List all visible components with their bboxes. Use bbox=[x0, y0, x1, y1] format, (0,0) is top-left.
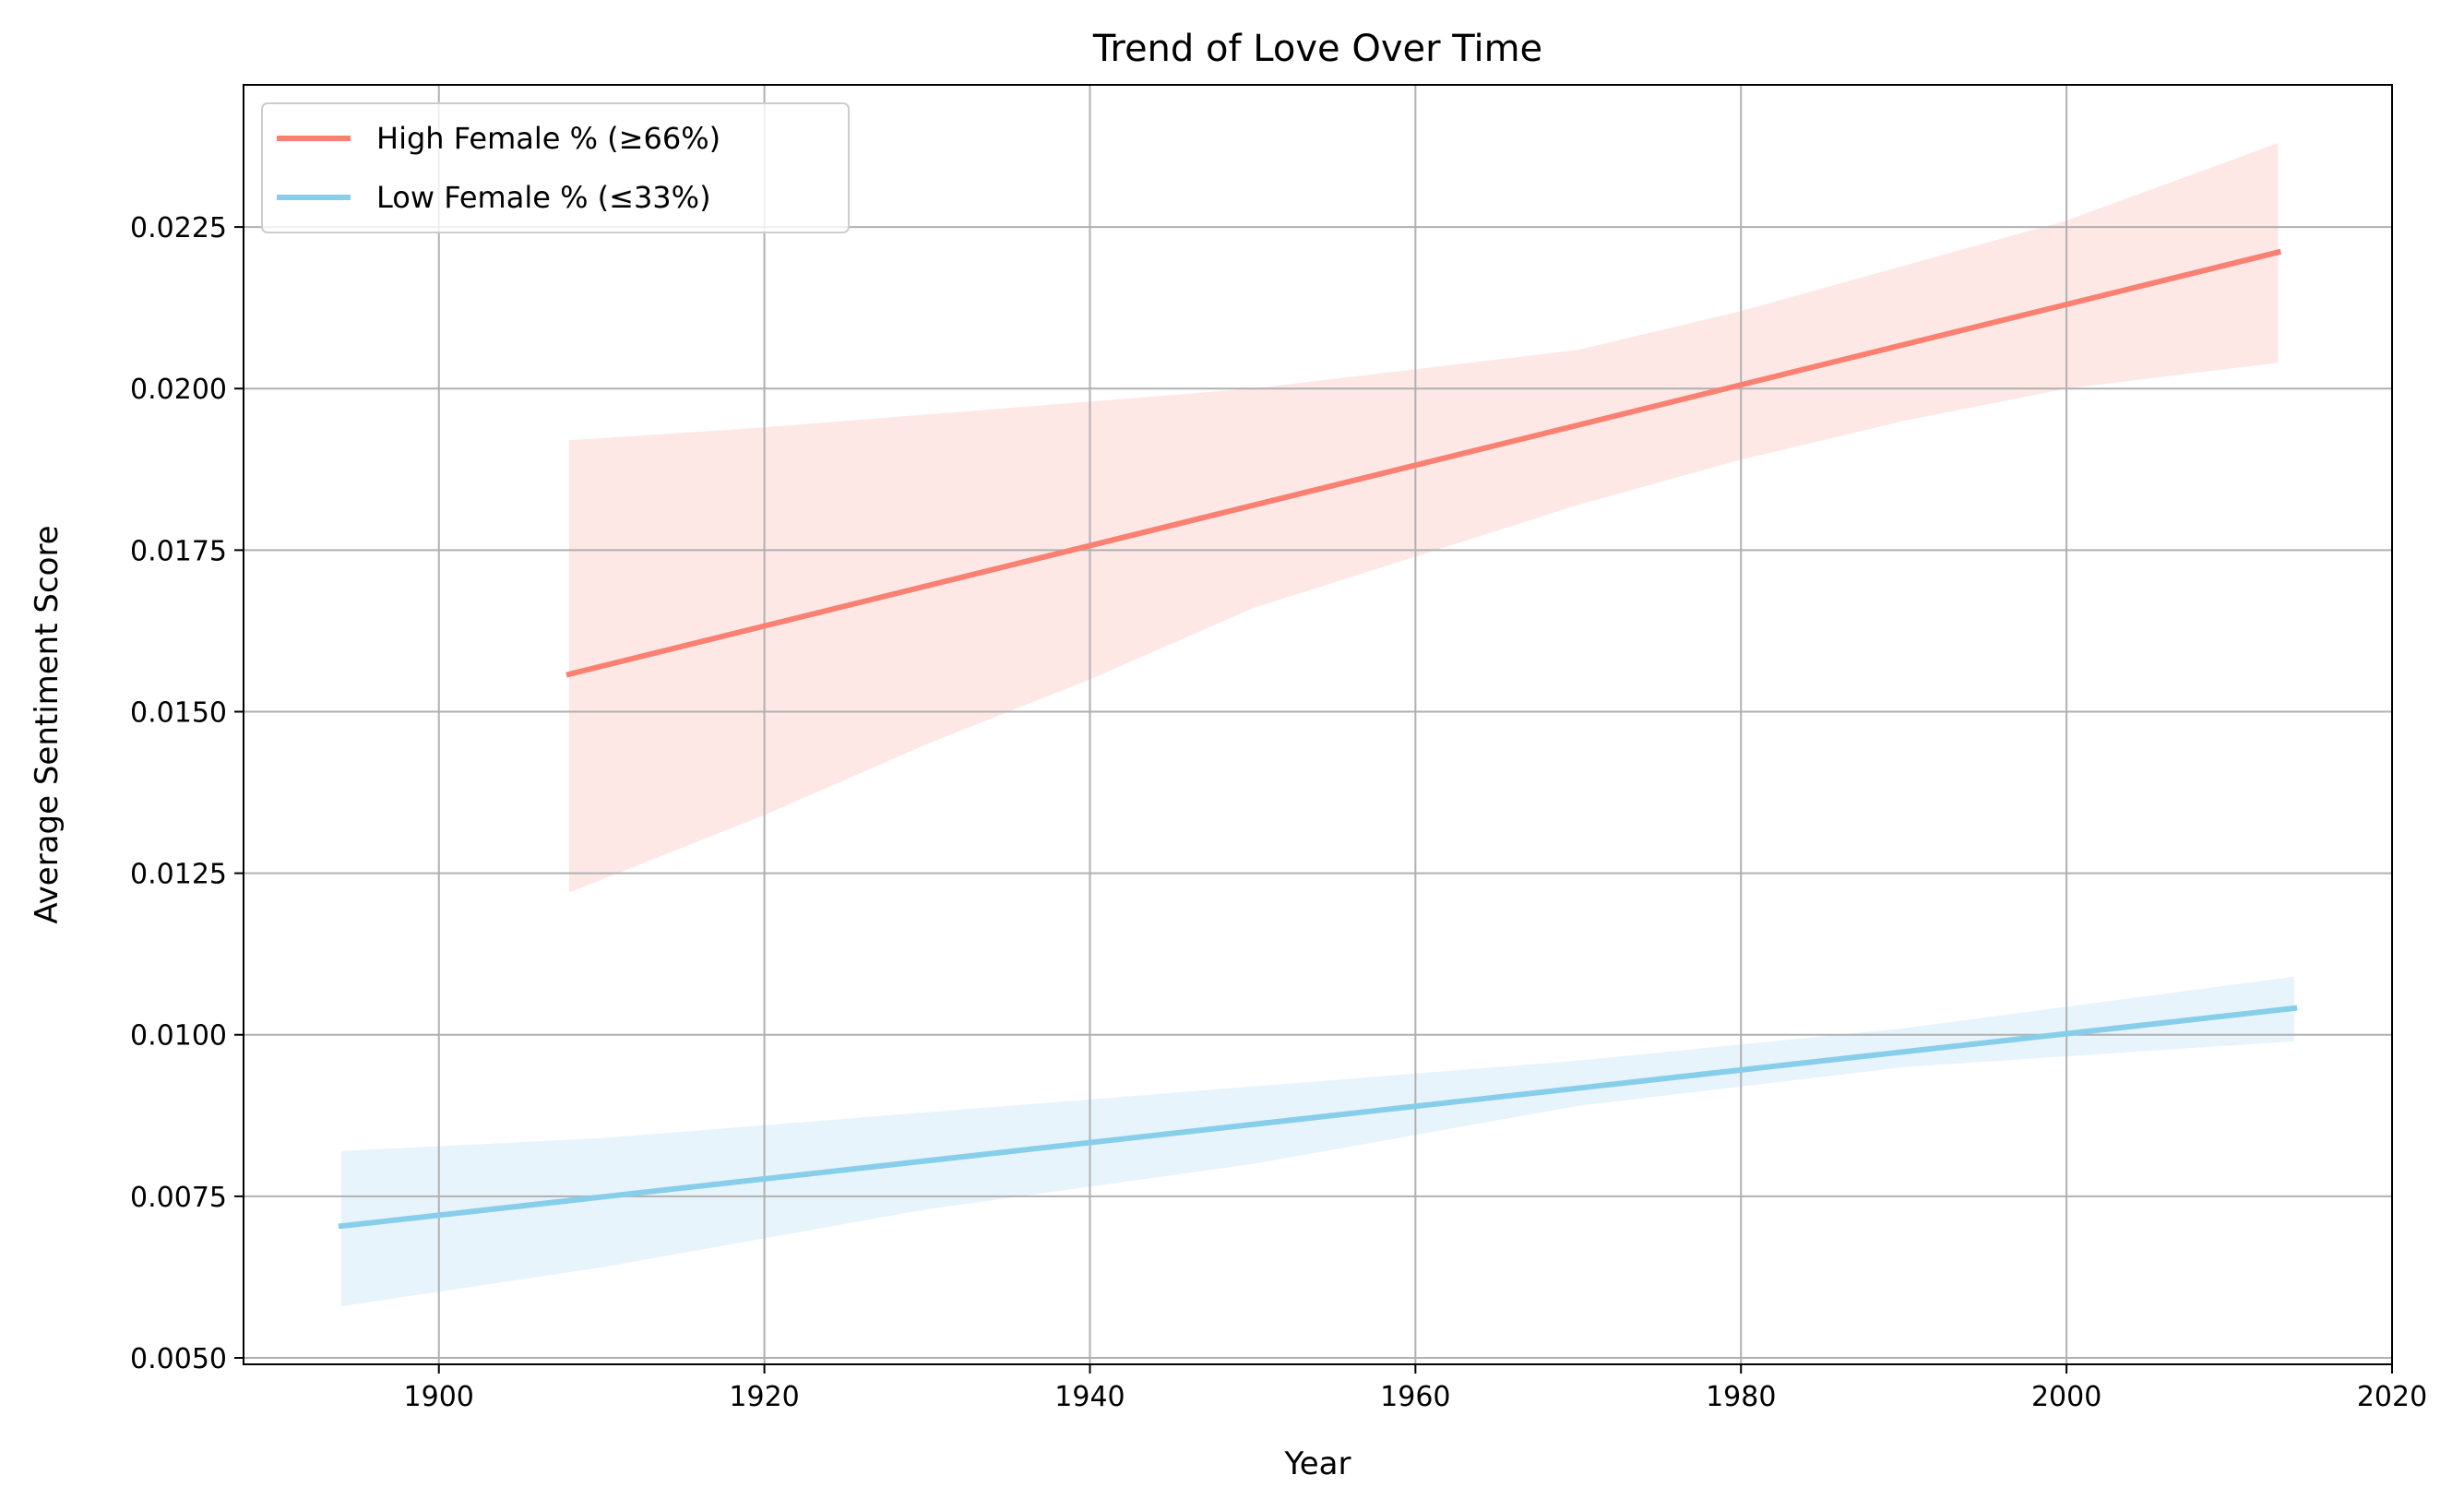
series-line-1 bbox=[338, 1005, 2298, 1230]
legend-label-1: Low Female % (≤33%) bbox=[376, 180, 711, 215]
legend: High Female % (≥66%) Low Female % (≤33%) bbox=[261, 102, 850, 233]
x-tick-label-5: 2000 bbox=[2031, 1381, 2101, 1413]
y-tick-label-7: 0.0225 bbox=[130, 212, 227, 244]
x-axis-label: Year bbox=[1284, 1446, 1351, 1482]
y-axis-ticks: 0.0050 0.0075 0.0100 0.0125 0.0150 0.0175 0.02… bbox=[130, 212, 244, 1375]
x-tick-label-0: 1900 bbox=[404, 1381, 474, 1413]
series-lines bbox=[338, 248, 2298, 1230]
y-tick-label-5: 0.0175 bbox=[130, 535, 227, 567]
x-axis-ticks: 1900 1920 1940 1960 1980 2000 2020 bbox=[404, 1364, 2427, 1413]
x-tick-label-1: 1920 bbox=[729, 1381, 799, 1413]
confidence-band-1 bbox=[340, 976, 2295, 1306]
y-tick-label-0: 0.0050 bbox=[130, 1343, 227, 1375]
y-tick-label-6: 0.0200 bbox=[130, 374, 227, 406]
y-axis-label: Average Sentiment Score bbox=[29, 525, 65, 923]
chart-title: Trend of Love Over Time bbox=[1092, 28, 1542, 70]
legend-label-0: High Female % (≥66%) bbox=[376, 121, 720, 156]
x-tick-label-4: 1980 bbox=[1706, 1381, 1776, 1413]
confidence-band-0 bbox=[568, 143, 2279, 893]
x-tick-label-6: 2020 bbox=[2357, 1381, 2427, 1413]
legend-box bbox=[261, 102, 850, 233]
y-tick-label-4: 0.0150 bbox=[130, 696, 227, 729]
x-tick-label-3: 1960 bbox=[1380, 1381, 1450, 1413]
y-tick-label-3: 0.0125 bbox=[130, 859, 227, 891]
series-line-0 bbox=[565, 248, 2282, 678]
y-tick-label-1: 0.0075 bbox=[130, 1182, 227, 1214]
x-tick-label-2: 1940 bbox=[1054, 1381, 1125, 1413]
confidence-bands bbox=[340, 143, 2295, 1306]
axes-frame bbox=[243, 84, 2393, 1365]
y-tick-label-2: 0.0100 bbox=[130, 1020, 227, 1053]
